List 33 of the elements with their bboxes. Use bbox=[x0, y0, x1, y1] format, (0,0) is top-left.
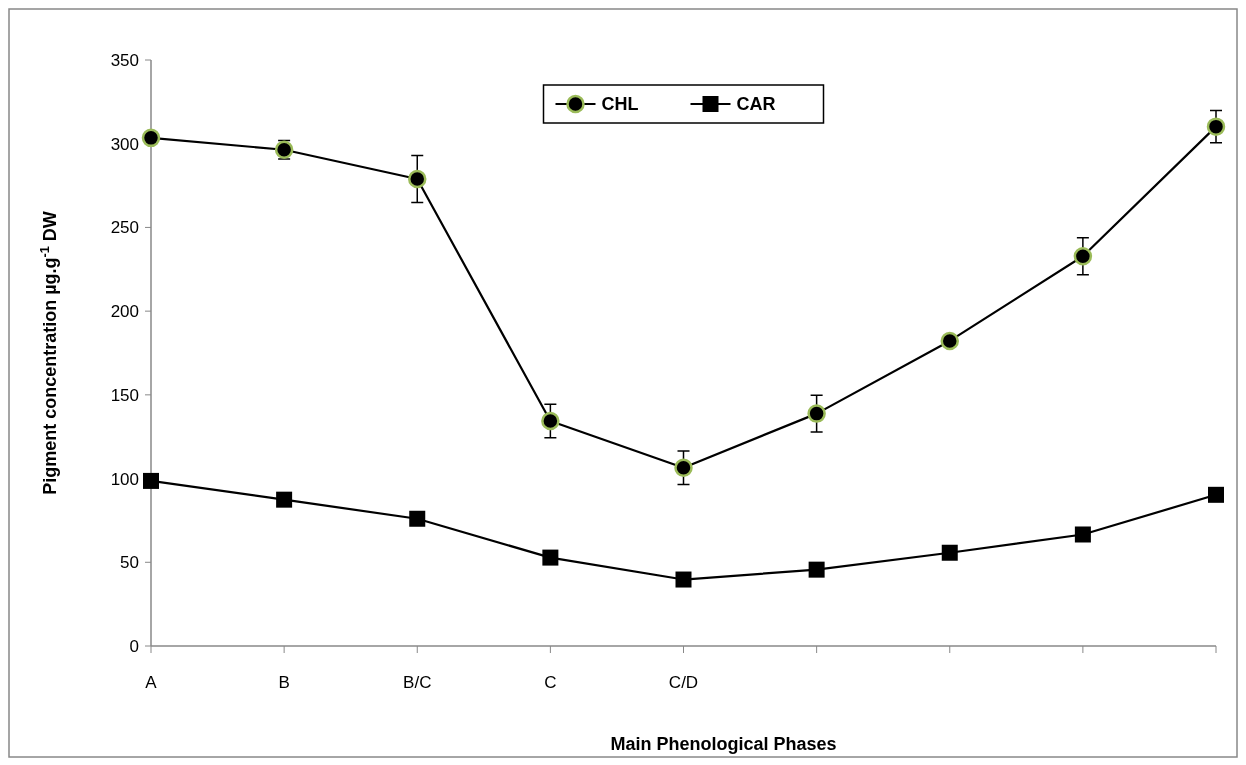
x-tick-label: C bbox=[544, 673, 557, 692]
x-tick-label: B/C bbox=[403, 673, 432, 692]
point bbox=[141, 128, 161, 148]
legend-label: CAR bbox=[736, 94, 776, 115]
y-tick-label: 300 bbox=[110, 134, 139, 154]
x-tick-label: C/D bbox=[668, 673, 699, 692]
point bbox=[941, 544, 958, 561]
point bbox=[1206, 117, 1226, 136]
y-tick-label: 200 bbox=[110, 302, 139, 322]
legend-label: CHL bbox=[601, 94, 639, 115]
point bbox=[408, 169, 427, 189]
y-tick-label: 0 bbox=[129, 636, 139, 656]
point bbox=[807, 404, 826, 423]
point bbox=[940, 331, 959, 351]
y-tick-label: 350 bbox=[110, 50, 139, 70]
point bbox=[808, 561, 825, 578]
y-tick-label: 250 bbox=[110, 218, 139, 238]
point bbox=[675, 571, 692, 588]
x-tick-label: B bbox=[278, 673, 290, 692]
point bbox=[1074, 526, 1091, 543]
point bbox=[143, 472, 159, 489]
point bbox=[1073, 246, 1093, 266]
y-tick-label: 100 bbox=[110, 469, 139, 489]
y-tick-label: 50 bbox=[120, 553, 139, 573]
x-axis-title: Main Phenological Phases bbox=[610, 734, 837, 754]
point bbox=[409, 510, 426, 527]
point bbox=[541, 411, 560, 431]
y-tick-label: 150 bbox=[110, 385, 139, 405]
x-tick-label: A bbox=[145, 673, 158, 692]
point bbox=[1208, 486, 1224, 503]
point bbox=[276, 491, 293, 508]
point bbox=[674, 458, 693, 477]
point bbox=[542, 549, 559, 566]
